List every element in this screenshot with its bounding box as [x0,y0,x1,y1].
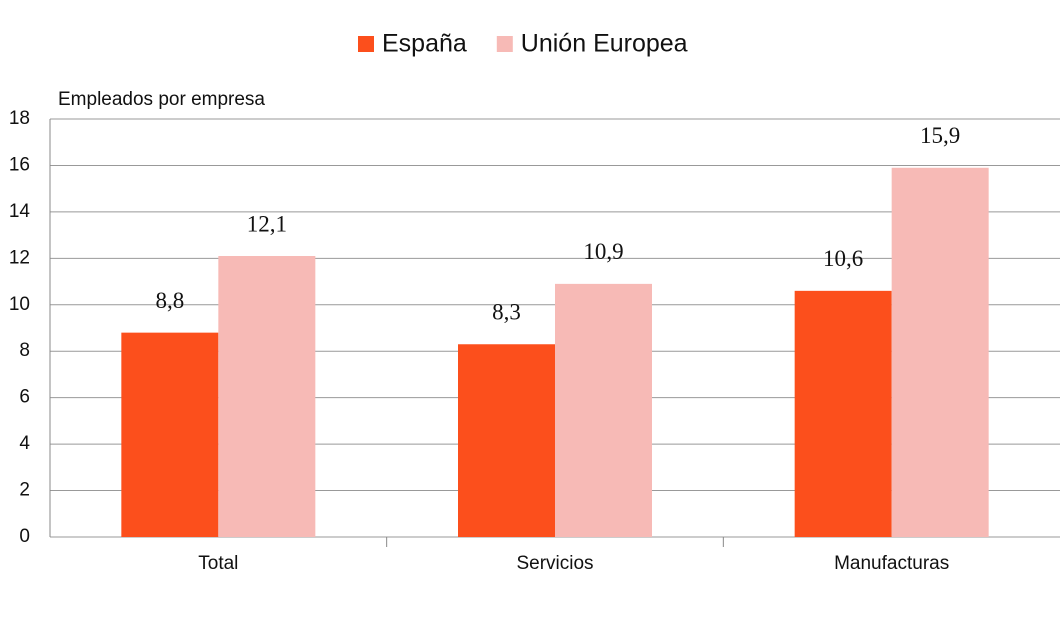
legend-label: Unión Europea [521,30,688,58]
y-tick-label: 8 [19,340,30,361]
value-label: 8,8 [155,288,184,313]
value-label: 8,3 [492,300,521,325]
bar [794,290,892,537]
bar [458,344,555,537]
x-tick-label: Manufacturas [834,553,949,574]
y-axis-label: Empleados por empresa [58,89,265,110]
value-label: 10,9 [583,239,623,264]
y-tick-label: 14 [9,201,31,222]
y-tick-label: 12 [9,247,30,268]
y-tick-label: 2 [19,480,30,501]
x-tick-label: Servicios [516,553,593,574]
y-tick-label: 4 [19,433,30,454]
bar [555,283,652,537]
value-label: 12,1 [247,211,287,236]
legend-label: España [382,30,467,58]
bar [218,256,316,537]
value-label: 10,6 [823,246,863,271]
y-tick-label: 16 [9,154,30,175]
value-label: 15,9 [920,123,960,148]
bar [121,332,219,537]
bar [891,167,989,537]
y-tick-label: 6 [19,387,30,408]
legend-swatch [496,36,513,52]
y-tick-label: 0 [19,526,30,547]
y-tick-label: 10 [9,294,30,315]
y-tick-label: 18 [9,108,30,129]
x-tick-label: Total [198,553,238,574]
legend-swatch [358,36,374,52]
